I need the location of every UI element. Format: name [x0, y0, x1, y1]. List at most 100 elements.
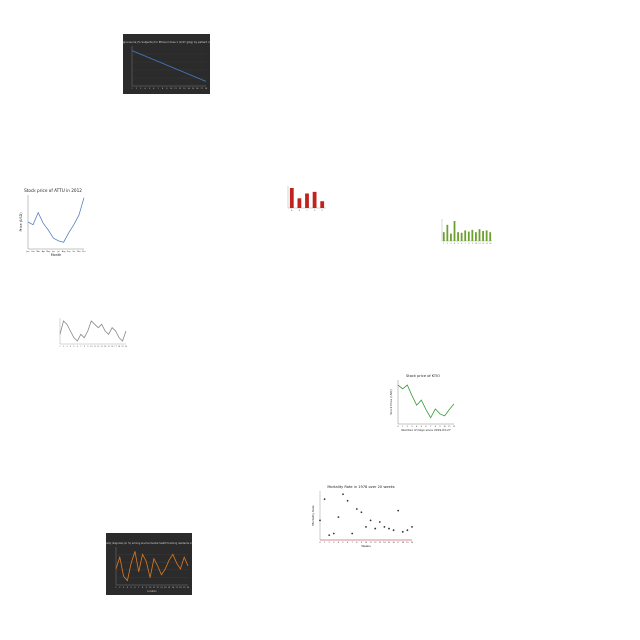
- chart-1-tick-label: 6: [153, 88, 155, 90]
- chart-7-tick-label: 17: [397, 542, 399, 544]
- chart-2-tick-label: Feb: [31, 251, 35, 253]
- chart-4-tick-label: 12: [482, 243, 484, 245]
- chart-5-tick-label: 2: [63, 346, 64, 348]
- chart-5-tick-label: 10: [90, 346, 93, 348]
- chart-5-svg: 1 2 3 4 5 6 7 8 9 10 11 12 13 14 15 16 17 18 19 20: [59, 318, 128, 348]
- chart-7-tick-label: 12: [374, 542, 376, 544]
- chart-8-tick-label: 15: [168, 587, 170, 589]
- chart-2-tick-label: Apr: [42, 250, 45, 253]
- chart-7-tick-label: 5: [342, 542, 343, 544]
- chart-4-tick-label: 14: [489, 243, 492, 245]
- chart-2-ylabel: Price (USD): [19, 212, 23, 232]
- chart-8-tick-label: 16: [172, 587, 175, 589]
- chart-7-point: [411, 526, 413, 528]
- chart-7-point: [346, 499, 349, 502]
- chart-3-tick-label: C: [306, 210, 308, 212]
- chart-7-tick-label: 7: [352, 542, 353, 544]
- chart-7-xlabel: Weeks: [361, 544, 371, 548]
- chart-2-thumbnail[interactable]: Stock price of ATTU in 2012 Month Price (U…: [18, 185, 88, 260]
- chart-7-point: [397, 509, 400, 512]
- chart-1-tick-label: 13: [183, 88, 185, 90]
- chart-6-ylabel: Stock Price (USD): [389, 389, 393, 414]
- chart-1-thumbnail[interactable]: Renal glucosuria (% Subjects) for Ethano…: [123, 34, 210, 94]
- chart-1-tick-label: 10: [170, 88, 173, 90]
- chart-2-title: Stock price of ATTU in 2012: [24, 188, 82, 193]
- chart-8-title: Air quality diagnosis (in %) among envir…: [106, 542, 192, 545]
- chart-6-thumbnail[interactable]: Stock price of KTIO Number of Days since …: [388, 372, 458, 434]
- chart-4-tick-label: 10: [475, 243, 478, 245]
- chart-3-svg: A B C D E: [287, 186, 326, 212]
- chart-3-bar: [312, 191, 317, 208]
- chart-8-tick-label: 17: [175, 587, 177, 589]
- chart-4-bar: [482, 231, 484, 241]
- chart-6-tick-label: 5: [421, 426, 422, 428]
- chart-4-bar: [485, 230, 488, 241]
- chart-5-tick-label: 7: [80, 346, 81, 348]
- chart-8-tick-label: 9: [146, 587, 148, 589]
- chart-7-thumbnail[interactable]: Mortality Rate in 1978 over 20 weeks Week…: [305, 480, 417, 550]
- chart-4-bar: [489, 232, 492, 241]
- chart-3-bar: [320, 201, 325, 208]
- chart-5-thumbnail[interactable]: 1 2 3 4 5 6 7 8 9 10 11 12 13 14 15 16 17 18 19 20: [52, 308, 130, 356]
- chart-7-point: [328, 534, 331, 536]
- chart-1-tick-label: 2: [136, 88, 137, 90]
- chart-7-tick-label: 6: [347, 542, 349, 544]
- chart-4-bar: [457, 232, 459, 241]
- chart-8-tick-label: 19: [183, 587, 186, 589]
- chart-1-tick-label: 17: [200, 88, 202, 90]
- chart-1-tick-label: 12: [179, 88, 181, 90]
- chart-7-point: [378, 521, 381, 523]
- chart-3-bar: [297, 198, 302, 208]
- chart-2-xlabel: Month: [51, 253, 62, 257]
- chart-1-title: Renal glucosuria (% Subjects) for Ethano…: [123, 40, 210, 44]
- chart-5-tick-label: 17: [114, 346, 116, 348]
- chart-7-point: [360, 511, 363, 514]
- chart-6-tick-label: 6: [425, 426, 427, 428]
- chart-1-tick-label: 8: [162, 88, 164, 90]
- chart-4-tick-label: 8: [468, 243, 470, 245]
- chart-6-title: Stock price of KTIO: [406, 374, 440, 378]
- chart-4-thumbnail[interactable]: 1 2 3 4 5 6 7 8 9 10 11 12 13 14: [430, 207, 496, 253]
- chart-7-tick-label: 2: [329, 542, 330, 544]
- chart-2-tick-label: Jul: [56, 251, 60, 253]
- chart-4-tick-label: 1: [443, 243, 444, 245]
- chart-7-tick-label: 14: [383, 542, 386, 544]
- chart-6-tick-label: 12: [453, 426, 455, 428]
- chart-2-tick-label: Jan: [26, 251, 30, 253]
- chart-5-tick-label: 15: [107, 346, 109, 348]
- chart-1-tick-label: 18: [205, 88, 208, 90]
- chart-8-tick-label: 5: [131, 587, 132, 589]
- chart-7-tick-label: 9: [361, 542, 363, 544]
- chart-8-series-line: [115, 551, 189, 582]
- chart-5-tick-label: 3: [66, 346, 67, 348]
- chart-1-tick-label: 3: [140, 88, 141, 90]
- chart-8-xlabel: Location: [147, 590, 157, 593]
- chart-7-tick-label: 10: [365, 542, 368, 544]
- chart-7-tick-label: 0: [319, 542, 321, 544]
- chart-5-tick-label: 19: [121, 346, 124, 348]
- chart-4-tick-label: 2: [447, 243, 448, 245]
- chart-7-point: [332, 532, 335, 535]
- chart-1-tick-label: 4: [144, 88, 146, 90]
- chart-7-point: [323, 498, 326, 501]
- chart-7-tick-label: 8: [356, 542, 358, 544]
- chart-6-tick-label: 8: [435, 426, 437, 428]
- chart-3-thumbnail[interactable]: A B C D E: [274, 178, 330, 216]
- chart-1-svg: Renal glucosuria (% Subjects) for Ethano…: [123, 40, 210, 90]
- chart-5-tick-label: 13: [101, 346, 103, 348]
- chart-7-point: [374, 527, 377, 530]
- chart-7-point: [365, 526, 367, 528]
- chart-4-tick-label: 11: [478, 243, 480, 245]
- chart-8-tick-label: 3: [123, 587, 124, 589]
- chart-1-tick-label: 5: [149, 88, 150, 90]
- chart-7-point: [406, 529, 409, 532]
- chart-8-svg: Air quality diagnosis (in %) among envir…: [106, 542, 192, 593]
- chart-7-point: [319, 519, 321, 522]
- chart-3-tick-label: D: [314, 210, 316, 212]
- chart-7-point: [388, 527, 390, 530]
- chart-3-bar: [289, 188, 294, 208]
- chart-8-tick-label: 2: [119, 587, 120, 589]
- chart-8-thumbnail[interactable]: Air quality diagnosis (in %) among envir…: [106, 533, 192, 595]
- chart-7-tick-label: 1: [324, 542, 325, 544]
